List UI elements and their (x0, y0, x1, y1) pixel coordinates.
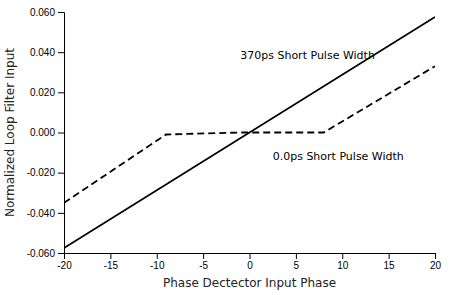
y-axis-line (58, 13, 65, 254)
y-tick-label: -0.020 (27, 167, 56, 178)
x-tick-label: -15 (104, 260, 119, 271)
x-tick: -10 (150, 253, 165, 271)
x-tick-mark (296, 253, 297, 259)
x-tick-label: -5 (199, 260, 208, 271)
x-tick-label: -10 (150, 260, 165, 271)
chart: -20 -15 -10 -5 0 5 10 15 20 -0.060 -0.040 -0.020 0.0… (0, 0, 451, 295)
x-tick-label: 0 (247, 260, 253, 271)
y-axis-title: Normalized Loop Filter Input (3, 48, 17, 217)
y-tick-mark (58, 253, 64, 254)
x-axis: -20 -15 -10 -5 0 5 10 15 20 (57, 253, 441, 271)
x-tick-label: -20 (57, 260, 72, 271)
lines (64, 17, 435, 248)
y-tick-label: 0.020 (30, 87, 55, 98)
x-tick-mark (110, 253, 111, 259)
y-tick-mark (58, 173, 64, 174)
x-tick: -5 (199, 253, 208, 271)
x-tick-label: 10 (337, 260, 349, 271)
y-tick: 0.040 (30, 47, 64, 58)
x-tick-label: 5 (294, 260, 300, 271)
y-tick: -0.040 (27, 208, 64, 219)
y-tick-mark (58, 12, 64, 13)
y-tick-label: -0.040 (27, 208, 56, 219)
x-tick-mark (203, 253, 204, 259)
x-tick-label: 15 (384, 260, 396, 271)
x-axis-line (65, 254, 436, 260)
y-tick: -0.020 (27, 167, 64, 178)
x-tick-mark (389, 253, 390, 259)
x-tick-mark (157, 253, 158, 259)
x-tick: 15 (384, 253, 396, 271)
x-tick: 10 (337, 253, 349, 271)
y-tick-mark (58, 92, 64, 93)
x-tick-label: 20 (430, 260, 442, 271)
plot: -20 -15 -10 -5 0 5 10 15 20 -0.060 -0.040 -0.020 0.0… (27, 7, 442, 271)
x-tick-mark (250, 253, 251, 259)
y-tick-label: 0.060 (30, 7, 55, 18)
y-tick: 0.060 (30, 7, 64, 18)
annotation: 0.0ps Short Pulse Width (273, 150, 404, 163)
y-tick-mark (58, 213, 64, 214)
x-tick-mark (435, 253, 436, 259)
y-axis: -0.060 -0.040 -0.020 0.000 0.020 0.040 0.060 (27, 7, 65, 259)
y-tick: 0.000 (30, 127, 64, 138)
y-tick-label: 0.000 (30, 127, 55, 138)
x-tick: 0 (247, 253, 253, 271)
x-tick: -15 (104, 253, 119, 271)
series-line (64, 17, 435, 248)
y-tick-mark (58, 52, 64, 53)
y-tick-label: 0.040 (30, 47, 55, 58)
x-tick-mark (342, 253, 343, 259)
y-tick-mark (58, 133, 64, 134)
x-tick: 20 (430, 253, 442, 271)
y-tick: -0.060 (27, 248, 64, 259)
y-tick: 0.020 (30, 87, 64, 98)
x-axis-title: Phase Dectector Input Phase (163, 276, 336, 290)
series-line (64, 66, 435, 203)
y-tick-label: -0.060 (27, 248, 56, 259)
x-tick: -20 (57, 253, 72, 271)
annotation: 370ps Short Pulse Width (240, 49, 375, 62)
x-tick: 5 (294, 253, 300, 271)
